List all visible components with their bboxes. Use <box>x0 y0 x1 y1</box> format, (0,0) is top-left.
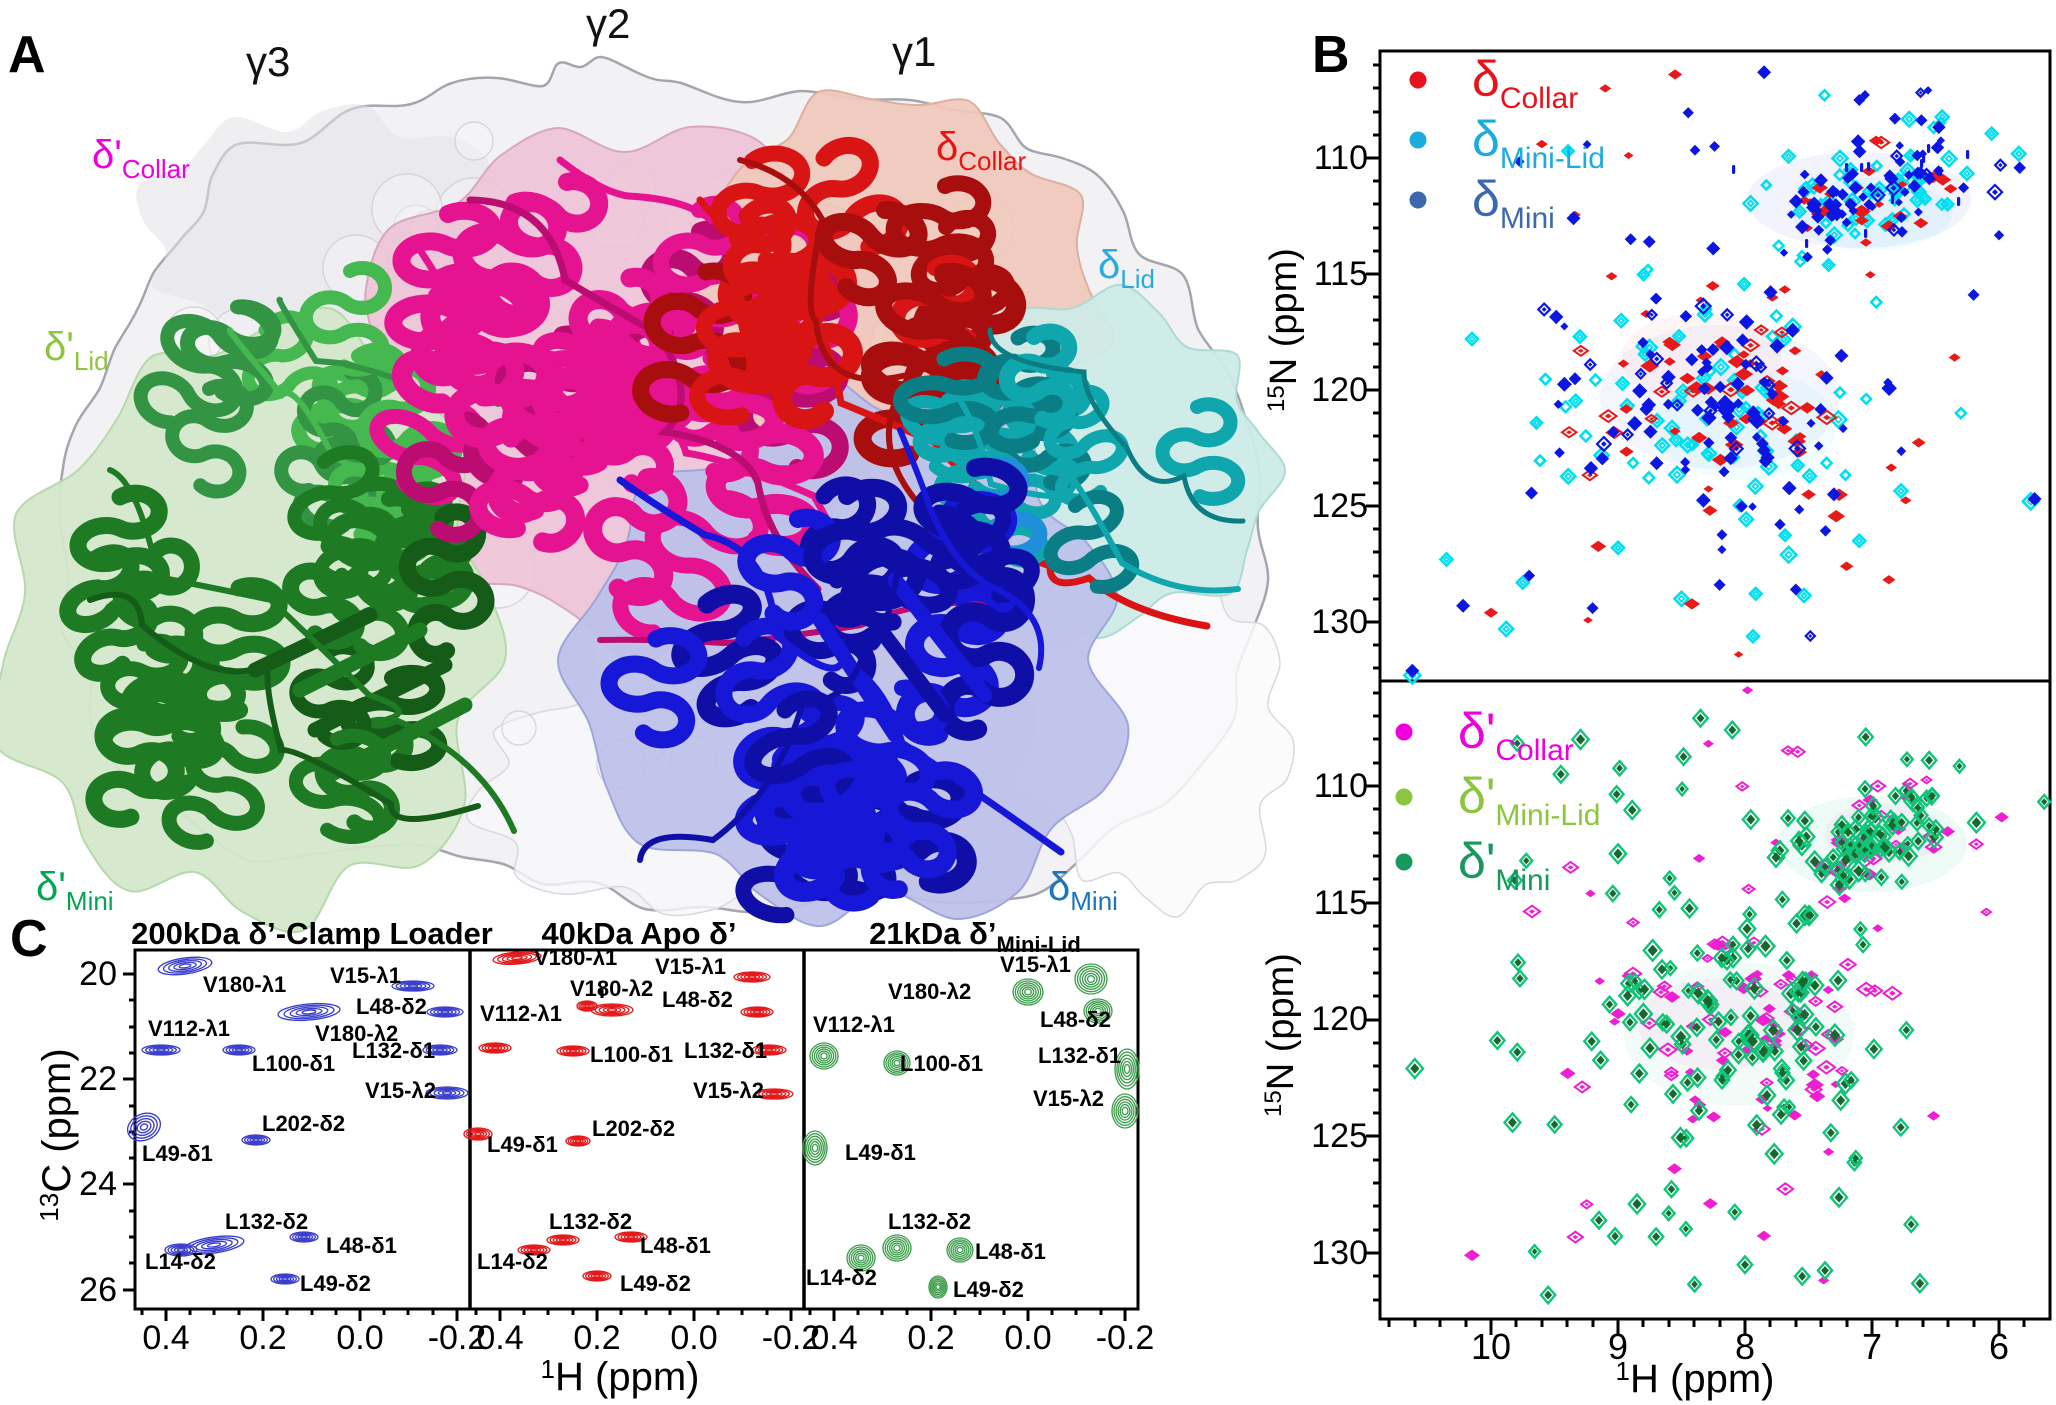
svg-text:V15-λ1: V15-λ1 <box>1000 952 1071 977</box>
svg-text:40kDa Apo δ’: 40kDa Apo δ’ <box>541 916 736 951</box>
svg-text:L132-δ2: L132-δ2 <box>225 1209 308 1234</box>
svg-text:125: 125 <box>1311 1117 1368 1155</box>
svg-text:125: 125 <box>1311 487 1368 525</box>
svg-text:0.0: 0.0 <box>336 1319 383 1357</box>
svg-text:L49-δ2: L49-δ2 <box>300 1271 371 1296</box>
svg-text:0.2: 0.2 <box>239 1319 286 1357</box>
svg-text:V15-λ2: V15-λ2 <box>693 1078 764 1103</box>
svg-text:0.4: 0.4 <box>476 1319 523 1357</box>
svg-text:120: 120 <box>1311 1000 1368 1038</box>
svg-text:130: 130 <box>1311 1234 1368 1272</box>
svg-text:130: 130 <box>1311 603 1368 641</box>
svg-text:13C (ppm): 13C (ppm) <box>34 1048 79 1221</box>
svg-text:L132-δ1: L132-δ1 <box>1038 1043 1121 1068</box>
svg-text:L49-δ1: L49-δ1 <box>845 1140 916 1165</box>
svg-text:L132-δ2: L132-δ2 <box>888 1209 971 1234</box>
svg-text:15N (ppm): 15N (ppm) <box>1260 953 1302 1117</box>
svg-text:V15-λ1: V15-λ1 <box>330 963 401 988</box>
svg-text:120: 120 <box>1311 371 1368 409</box>
svg-text:V180-λ2: V180-λ2 <box>888 979 971 1004</box>
svg-text:L48-δ2: L48-δ2 <box>662 987 733 1012</box>
svg-text:15N (ppm): 15N (ppm) <box>1263 248 1305 412</box>
svg-text:L48-δ2: L48-δ2 <box>1040 1007 1111 1032</box>
svg-text:L100-δ1: L100-δ1 <box>252 1051 335 1076</box>
svg-text:20: 20 <box>79 955 117 993</box>
svg-text:1H (ppm): 1H (ppm) <box>541 1354 700 1399</box>
svg-text:0.4: 0.4 <box>142 1319 189 1357</box>
svg-text:L14-δ2: L14-δ2 <box>806 1265 877 1290</box>
svg-text:22: 22 <box>79 1060 117 1098</box>
svg-text:-0.2: -0.2 <box>762 1319 821 1357</box>
svg-text:V15-λ2: V15-λ2 <box>1033 1086 1104 1111</box>
svg-text:0.0: 0.0 <box>1004 1319 1051 1357</box>
svg-text:10: 10 <box>1471 1326 1511 1367</box>
svg-text:L49-δ2: L49-δ2 <box>620 1271 691 1296</box>
svg-text:24: 24 <box>79 1165 117 1203</box>
svg-text:0.4: 0.4 <box>810 1319 857 1357</box>
svg-text:L14-δ2: L14-δ2 <box>145 1249 216 1274</box>
svg-text:L49-δ1: L49-δ1 <box>487 1132 558 1157</box>
svg-text:L48-δ1: L48-δ1 <box>326 1233 397 1258</box>
svg-text:V180-λ1: V180-λ1 <box>534 945 617 970</box>
svg-text:0.0: 0.0 <box>670 1319 717 1357</box>
svg-text:L132-δ1: L132-δ1 <box>684 1038 767 1063</box>
svg-text:-0.2: -0.2 <box>428 1319 487 1357</box>
svg-text:V112-λ1: V112-λ1 <box>813 1012 895 1037</box>
svg-text:200kDa δ’-Clamp Loader: 200kDa δ’-Clamp Loader <box>131 916 493 951</box>
svg-text:26: 26 <box>79 1271 117 1309</box>
svg-text:L202-δ2: L202-δ2 <box>592 1116 675 1141</box>
svg-text:V180-λ1: V180-λ1 <box>203 972 286 997</box>
svg-text:C: C <box>10 910 48 968</box>
svg-text:A: A <box>8 26 46 84</box>
svg-text:V180-λ2: V180-λ2 <box>570 976 653 1001</box>
svg-text:110: 110 <box>1314 767 1368 805</box>
svg-text:L132-δ1: L132-δ1 <box>352 1038 435 1063</box>
svg-text:-0.2: -0.2 <box>1096 1319 1155 1357</box>
svg-text:V112-λ1: V112-λ1 <box>480 1001 562 1026</box>
svg-text:L49-δ2: L49-δ2 <box>953 1277 1024 1302</box>
svg-text:L48-δ1: L48-δ1 <box>640 1233 711 1258</box>
svg-text:6: 6 <box>1989 1326 2009 1367</box>
svg-text:V180-λ2: V180-λ2 <box>315 1021 398 1046</box>
svg-text:L202-δ2: L202-δ2 <box>262 1111 345 1136</box>
svg-text:L48-δ1: L48-δ1 <box>975 1239 1046 1264</box>
svg-text:0.2: 0.2 <box>573 1319 620 1357</box>
svg-text:9: 9 <box>1608 1326 1628 1367</box>
svg-text:110: 110 <box>1314 139 1368 177</box>
svg-text:V15-λ2: V15-λ2 <box>365 1078 436 1103</box>
svg-text:1H (ppm): 1H (ppm) <box>1616 1356 1775 1401</box>
svg-text:8: 8 <box>1735 1326 1755 1367</box>
svg-text:V15-λ1: V15-λ1 <box>655 954 726 979</box>
svg-text:L49-δ1: L49-δ1 <box>142 1141 213 1166</box>
svg-text:115: 115 <box>1314 884 1368 922</box>
svg-text:0.2: 0.2 <box>907 1319 954 1357</box>
svg-text:V112-λ1: V112-λ1 <box>148 1016 230 1041</box>
svg-text:L14-δ2: L14-δ2 <box>477 1249 548 1274</box>
svg-text:L100-δ1: L100-δ1 <box>900 1051 983 1076</box>
svg-text:L48-δ2: L48-δ2 <box>356 994 427 1019</box>
svg-text:γ3: γ3 <box>246 38 290 85</box>
svg-text:L100-δ1: L100-δ1 <box>590 1042 673 1067</box>
svg-text:γ1: γ1 <box>892 28 936 75</box>
svg-text:7: 7 <box>1862 1326 1882 1367</box>
svg-text:B: B <box>1312 26 1350 84</box>
svg-text:L132-δ2: L132-δ2 <box>549 1209 632 1234</box>
svg-text:γ2: γ2 <box>586 0 630 47</box>
svg-text:115: 115 <box>1314 255 1368 293</box>
